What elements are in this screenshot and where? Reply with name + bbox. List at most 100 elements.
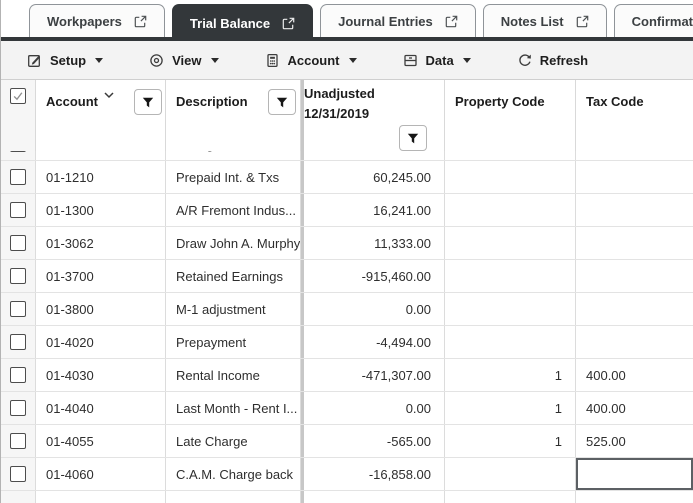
account-cell[interactable]: 01-1300 — [36, 194, 166, 226]
setup-menu-button[interactable]: Setup — [15, 41, 115, 79]
tax-code-cell[interactable] — [576, 227, 693, 259]
tab-workpapers[interactable]: Workpapers — [29, 4, 165, 37]
description-cell[interactable]: A/R Fremont Indus... — [166, 194, 301, 226]
tab-journal-entries[interactable]: Journal Entries — [320, 4, 476, 37]
external-link-icon[interactable] — [445, 15, 458, 28]
description-cell[interactable]: Late Charge — [166, 425, 301, 457]
tax-code-cell[interactable] — [576, 161, 693, 193]
row-checkbox[interactable] — [10, 367, 26, 383]
tax-code-cell[interactable] — [576, 293, 693, 325]
account-cell — [36, 491, 166, 503]
row-checkbox[interactable] — [10, 268, 26, 284]
table-row[interactable]: 01-1210 Prepaid Int. & Txs 60,245.00 — [1, 161, 693, 194]
unadjusted-cell[interactable]: 0.00 — [301, 392, 445, 424]
property-code-cell[interactable]: 1 — [445, 392, 576, 424]
account-menu-button[interactable]: Account — [253, 41, 369, 79]
account-value: 01-3800 — [46, 301, 94, 317]
description-cell[interactable]: Retained Earnings — [166, 260, 301, 292]
account-column-header[interactable]: Account — [36, 80, 166, 151]
description-column-header[interactable]: Description — [166, 80, 301, 151]
unadjusted-cell[interactable]: 11,333.00 — [301, 227, 445, 259]
select-all-cell — [1, 80, 36, 151]
description-cell[interactable]: M-1 adjustment — [166, 293, 301, 325]
tab-trial-balance[interactable]: Trial Balance — [171, 4, 314, 41]
description-cell[interactable]: Prepayment — [166, 326, 301, 358]
property-code-cell[interactable] — [445, 293, 576, 325]
tax-code-cell[interactable] — [576, 458, 693, 490]
table-row[interactable]: 01-4060 C.A.M. Charge back -16,858.00 — [1, 458, 693, 491]
account-cell[interactable]: 01-4030 — [36, 359, 166, 391]
row-checkbox[interactable] — [10, 433, 26, 449]
property-code-cell[interactable] — [445, 227, 576, 259]
account-filter-button[interactable] — [134, 89, 162, 115]
select-all-checkbox[interactable] — [10, 88, 26, 104]
unadjusted-cell[interactable]: -565.00 — [301, 425, 445, 457]
row-checkbox[interactable] — [10, 301, 26, 317]
description-filter-button[interactable] — [268, 89, 296, 115]
property-code-cell[interactable]: 1 — [445, 425, 576, 457]
table-row[interactable]: 01-3700 Retained Earnings -915,460.00 — [1, 260, 693, 293]
tab-confirmations[interactable]: Confirmations — [613, 4, 693, 37]
description-cell[interactable]: Prepaid Int. & Txs — [166, 161, 301, 193]
tax-code-cell[interactable] — [576, 194, 693, 226]
description-cell[interactable]: C.A.M. Charge back — [166, 458, 301, 490]
account-cell[interactable]: 01-3700 — [36, 260, 166, 292]
account-cell[interactable]: 01-1210 — [36, 161, 166, 193]
external-link-icon[interactable] — [282, 17, 295, 30]
unadjusted-cell[interactable]: 60,245.00 — [301, 161, 445, 193]
external-link-icon[interactable] — [576, 15, 589, 28]
property-code-cell[interactable]: 1 — [445, 359, 576, 391]
row-checkbox[interactable] — [10, 235, 26, 251]
tax-code-cell[interactable] — [576, 260, 693, 292]
account-cell[interactable]: 01-4060 — [36, 458, 166, 490]
row-checkbox[interactable] — [10, 334, 26, 350]
description-cell[interactable]: Draw John A. Murphy — [166, 227, 301, 259]
external-link-icon[interactable] — [134, 15, 147, 28]
view-menu-button[interactable]: View — [137, 41, 230, 79]
unadjusted-cell[interactable]: 0.00 — [301, 293, 445, 325]
property-code-cell[interactable] — [445, 260, 576, 292]
row-checkbox[interactable] — [10, 202, 26, 218]
tax-code-column-header[interactable]: Tax Code — [576, 80, 693, 151]
unadjusted-value: -16,858.00 — [368, 466, 431, 482]
tax-code-cell[interactable]: 400.00 — [576, 359, 693, 391]
unadjusted-filter-button[interactable] — [399, 125, 427, 151]
account-cell[interactable]: 01-4020 — [36, 326, 166, 358]
table-row[interactable]: 01-4020 Prepayment -4,494.00 — [1, 326, 693, 359]
tax-code-cell[interactable]: 525.00 — [576, 425, 693, 457]
tax-code-cell[interactable]: 400.00 — [576, 392, 693, 424]
account-cell[interactable]: 01-3800 — [36, 293, 166, 325]
account-cell[interactable]: 01-4040 — [36, 392, 166, 424]
table-row[interactable]: 01-3800 M-1 adjustment 0.00 — [1, 293, 693, 326]
property-code-cell[interactable] — [445, 458, 576, 490]
table-row[interactable]: 01-4040 Last Month - Rent I... 0.00 1 40… — [1, 392, 693, 425]
account-cell[interactable]: 01-3062 — [36, 227, 166, 259]
property-code-column-header[interactable]: Property Code — [445, 80, 576, 151]
unadjusted-header-label: Unadjusted 12/31/2019 — [304, 86, 375, 121]
row-checkbox[interactable] — [10, 169, 26, 185]
unadjusted-column-header[interactable]: Unadjusted 12/31/2019 — [301, 80, 445, 151]
description-cell[interactable]: Last Month - Rent I... — [166, 392, 301, 424]
property-code-cell[interactable] — [445, 161, 576, 193]
data-menu-button[interactable]: Data — [391, 41, 483, 79]
property-code-cell[interactable] — [445, 194, 576, 226]
unadjusted-cell[interactable]: -915,460.00 — [301, 260, 445, 292]
row-select-cell — [1, 392, 36, 424]
description-cell[interactable]: Rental Income — [166, 359, 301, 391]
unadjusted-cell[interactable]: -471,307.00 — [301, 359, 445, 391]
row-checkbox[interactable] — [10, 466, 26, 482]
table-row[interactable]: 01-4055 Late Charge -565.00 1 525.00 — [1, 425, 693, 458]
tab-notes-list[interactable]: Notes List — [482, 4, 607, 37]
tax-code-cell[interactable] — [576, 326, 693, 358]
account-cell[interactable]: 01-4055 — [36, 425, 166, 457]
table-row[interactable]: 01-3062 Draw John A. Murphy 11,333.00 — [1, 227, 693, 260]
unadjusted-cell[interactable]: 16,241.00 — [301, 194, 445, 226]
table-row[interactable]: 01-1300 A/R Fremont Indus... 16,241.00 — [1, 194, 693, 227]
unadjusted-cell — [301, 491, 445, 503]
table-row[interactable]: 01-4030 Rental Income -471,307.00 1 400.… — [1, 359, 693, 392]
row-checkbox[interactable] — [10, 400, 26, 416]
unadjusted-cell[interactable]: -4,494.00 — [301, 326, 445, 358]
refresh-button[interactable]: Refresh — [505, 41, 600, 79]
property-code-cell[interactable] — [445, 326, 576, 358]
unadjusted-cell[interactable]: -16,858.00 — [301, 458, 445, 490]
